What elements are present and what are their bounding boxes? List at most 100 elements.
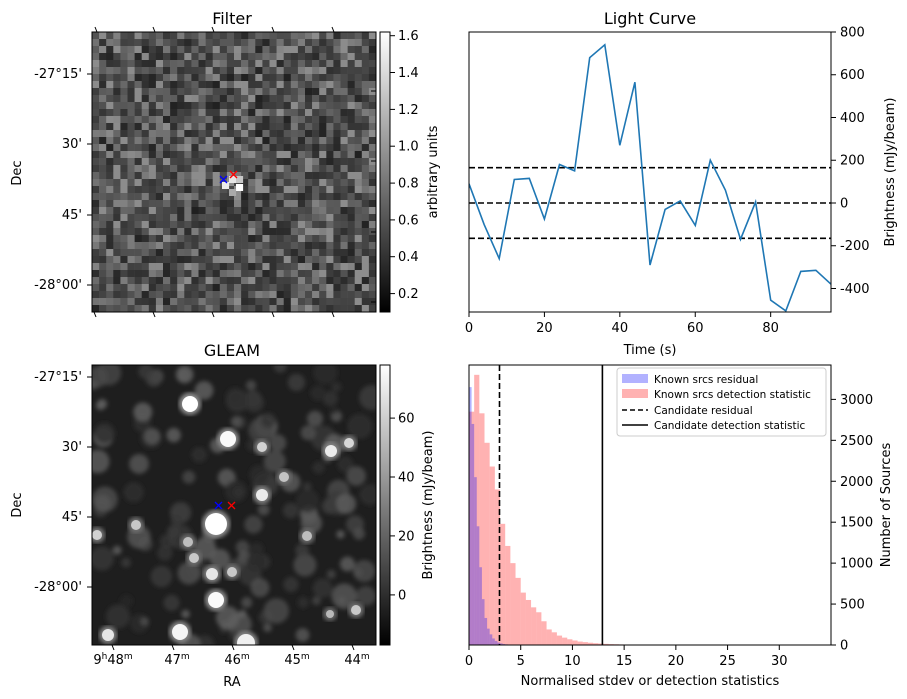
histogram-bar <box>577 641 583 645</box>
filter-edge-ticks <box>93 26 376 318</box>
histogram-bar <box>567 639 573 645</box>
light-curve-frame <box>468 31 832 313</box>
histogram-bar <box>562 637 568 645</box>
histogram-bar <box>497 642 501 645</box>
gleam-colorbar: 60 40 20 0 Brightness (mJy/beam) <box>379 364 436 646</box>
marker-blue-x <box>219 175 228 184</box>
legend-item: Known srcs residual <box>622 374 758 386</box>
y-tick-label: -400 <box>840 282 870 297</box>
histogram-bar <box>598 643 604 645</box>
filter-dec-tick-label: -27°15' <box>34 67 82 82</box>
filter-dec-ticks: -27°15' 30' 45' -28°00' <box>34 67 92 293</box>
y-tick-label: 2500 <box>840 434 873 449</box>
colorbar-tick-label: 1.0 <box>398 140 419 155</box>
histogram-bar <box>479 567 482 645</box>
filter-colorbar: 1.6 1.4 1.2 1.0 0.8 0.6 0.4 0.2 arbitrary units <box>379 29 441 313</box>
light-curve-line <box>469 43 831 312</box>
filter-dec-tick-label: 45' <box>62 208 82 223</box>
x-tick-label: 60 <box>687 321 704 336</box>
y-tick-label: 600 <box>840 68 865 83</box>
marker-red-x <box>229 170 238 179</box>
histogram-y-axis-label: Number of Sources <box>879 443 894 568</box>
gleam-image <box>92 365 376 645</box>
filter-dec-tick-label: -28°00' <box>34 278 82 293</box>
colorbar-tick-label: 1.4 <box>398 66 419 81</box>
gleam-dec-tick-label: -28°00' <box>34 580 82 595</box>
gleam-dec-axis-label: Dec <box>10 492 25 517</box>
filter-image <box>92 32 376 312</box>
colorbar-tick-label: 0.8 <box>398 177 419 192</box>
gleam-colorbar-label: Brightness (mJy/beam) <box>421 431 436 580</box>
histogram-bar <box>525 599 532 645</box>
x-tick-label: 25 <box>719 654 736 669</box>
filter-colorbar-ticks: 1.6 1.4 1.2 1.0 0.8 0.6 0.4 0.2 <box>390 29 419 302</box>
histogram-bar <box>476 526 480 645</box>
colorbar-tick-label: 0.2 <box>398 287 419 302</box>
histogram-bar <box>474 477 477 645</box>
gleam-ra-axis-label: RA <box>223 675 241 690</box>
histogram-bar <box>479 413 485 645</box>
histogram-bar <box>556 635 563 645</box>
histogram-bar <box>484 617 488 645</box>
filter-frame <box>91 31 377 313</box>
histogram-bar <box>471 423 475 645</box>
histogram-bar <box>541 621 547 645</box>
histogram-bar <box>593 643 599 645</box>
colorbar-tick-label: 1.2 <box>398 103 419 118</box>
gleam-dec-tick-label: 45' <box>62 510 82 525</box>
histogram-bar <box>510 563 516 645</box>
gleam-dec-ticks: -27°15' 30' 45' -28°00' <box>34 370 92 595</box>
filter-dec-axis-label: Dec <box>10 160 25 185</box>
y-tick-label: 3000 <box>840 393 873 408</box>
gleam-ra-tick-label: 44m <box>344 652 369 668</box>
histogram-bar <box>500 643 503 645</box>
histogram-bar <box>481 599 485 645</box>
histogram-bar <box>487 628 490 645</box>
histogram-bar <box>489 466 495 645</box>
y-tick-label: 2000 <box>840 475 873 490</box>
filter-markers <box>219 170 238 184</box>
legend-item: Known srcs detection statistic <box>622 389 811 401</box>
colorbar-tick-label: 0 <box>398 588 406 603</box>
histogram-bar <box>494 640 498 645</box>
gleam-colorbar-ticks: 60 40 20 0 <box>390 412 415 603</box>
legend-item: Candidate detection statistic <box>622 420 806 432</box>
histogram-bar <box>469 411 475 645</box>
legend-label: Candidate residual <box>654 405 753 417</box>
colorbar-tick-label: 0.6 <box>398 213 419 228</box>
x-tick-label: 0 <box>465 654 473 669</box>
y-tick-label: -200 <box>840 239 870 254</box>
filter-title: Filter <box>212 9 252 28</box>
filter-dec-tick-label: 30' <box>62 137 82 152</box>
light-curve-chart: Light Curve 0 20 40 60 80 -400 -200 0 200 400 600 8… <box>465 9 898 358</box>
histogram-bar <box>536 612 542 645</box>
legend-label: Known srcs detection statistic <box>654 389 811 401</box>
y-tick-label: 500 <box>840 598 865 613</box>
marker-blue-x <box>214 501 223 510</box>
histogram-frame <box>468 364 832 646</box>
colorbar-tick-label: 20 <box>398 529 415 544</box>
filter-panel: Filter -27°15' 30' 45' -28°00' Dec <box>10 9 377 318</box>
histogram-bar <box>531 607 537 645</box>
colorbar-tick-label: 0.4 <box>398 250 419 265</box>
histogram-bar <box>582 642 588 645</box>
histogram-bar <box>494 489 501 645</box>
x-tick-label: 40 <box>612 321 629 336</box>
legend-label: Candidate detection statistic <box>654 420 806 432</box>
histogram-bar <box>492 638 495 645</box>
light-curve-y-axis-label: Brightness (mJy/beam) <box>883 98 898 247</box>
histogram-bar <box>546 629 552 645</box>
colorbar-tick-label: 40 <box>398 471 415 486</box>
histogram-bar <box>500 523 506 645</box>
x-tick-label: 0 <box>465 321 473 336</box>
histogram-x-axis-label: Normalised stdev or detection statistics <box>521 674 780 689</box>
gleam-ra-tick-label: 47m <box>164 652 189 668</box>
gleam-ra-tick-label: 45m <box>284 652 309 668</box>
x-tick-label: 15 <box>616 654 633 669</box>
x-tick-label: 30 <box>771 654 788 669</box>
histogram-bar <box>587 642 594 645</box>
x-tick-label: 5 <box>517 654 525 669</box>
x-tick-label: 10 <box>564 654 581 669</box>
y-tick-label: 1000 <box>840 557 873 572</box>
